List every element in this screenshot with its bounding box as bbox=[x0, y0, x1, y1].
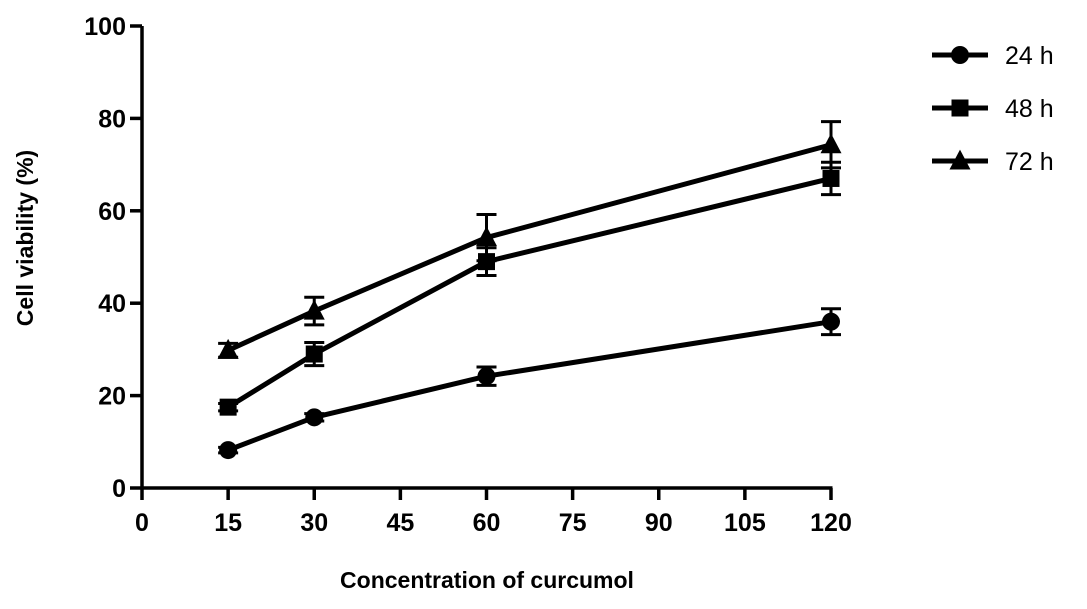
data-point bbox=[305, 345, 323, 363]
legend-marker bbox=[951, 46, 969, 64]
series-48-h bbox=[218, 160, 841, 416]
legend-label: 72 h bbox=[1005, 148, 1054, 176]
y-tick-label: 40 bbox=[98, 290, 126, 318]
legend-marker bbox=[951, 99, 969, 117]
series-layer bbox=[217, 120, 842, 460]
y-tick-label: 20 bbox=[98, 383, 126, 411]
data-point bbox=[305, 408, 324, 427]
series-line bbox=[227, 142, 832, 353]
y-tick-label: 100 bbox=[84, 13, 126, 41]
data-point bbox=[822, 169, 840, 187]
y-tick-label: 60 bbox=[98, 198, 126, 226]
data-point bbox=[820, 133, 842, 154]
legend: 24 h 48 h 72 h bbox=[932, 42, 1054, 176]
data-point bbox=[476, 226, 497, 247]
data-point bbox=[217, 338, 239, 359]
series-line bbox=[226, 176, 832, 410]
x-tick-label: 15 bbox=[214, 509, 242, 537]
x-tick-label: 0 bbox=[135, 509, 149, 537]
series-24-h bbox=[218, 307, 841, 460]
legend-item: 24 h bbox=[932, 42, 1054, 70]
x-tick-label: 90 bbox=[645, 509, 673, 537]
data-point bbox=[219, 398, 237, 416]
legend-item: 72 h bbox=[932, 148, 1054, 176]
x-tick-label: 75 bbox=[559, 509, 587, 537]
x-tick-label: 30 bbox=[300, 509, 328, 537]
series-72-h bbox=[217, 120, 842, 359]
x-tick-label: 120 bbox=[810, 509, 852, 537]
x-axis-title: Concentration of curcumol bbox=[340, 567, 634, 593]
x-tick-label: 45 bbox=[386, 509, 414, 537]
data-point bbox=[303, 299, 325, 320]
data-point bbox=[822, 312, 840, 331]
y-tick-label: 80 bbox=[98, 105, 126, 133]
legend-marker bbox=[949, 149, 971, 170]
y-axis-title: Cell viability (%) bbox=[12, 150, 38, 326]
legend-label: 48 h bbox=[1005, 95, 1054, 123]
data-point bbox=[219, 441, 238, 460]
legend-item: 48 h bbox=[932, 95, 1054, 123]
legend-label: 24 h bbox=[1005, 42, 1054, 70]
data-point bbox=[477, 367, 496, 386]
x-tick-label: 60 bbox=[473, 509, 501, 537]
series-line bbox=[227, 319, 832, 453]
x-tick-label: 105 bbox=[724, 509, 766, 537]
y-tick-label: 0 bbox=[112, 475, 126, 503]
axes: 0 20 40 60 80 100 0 15 30 45 60 75 90 105 120 bbox=[84, 13, 852, 537]
